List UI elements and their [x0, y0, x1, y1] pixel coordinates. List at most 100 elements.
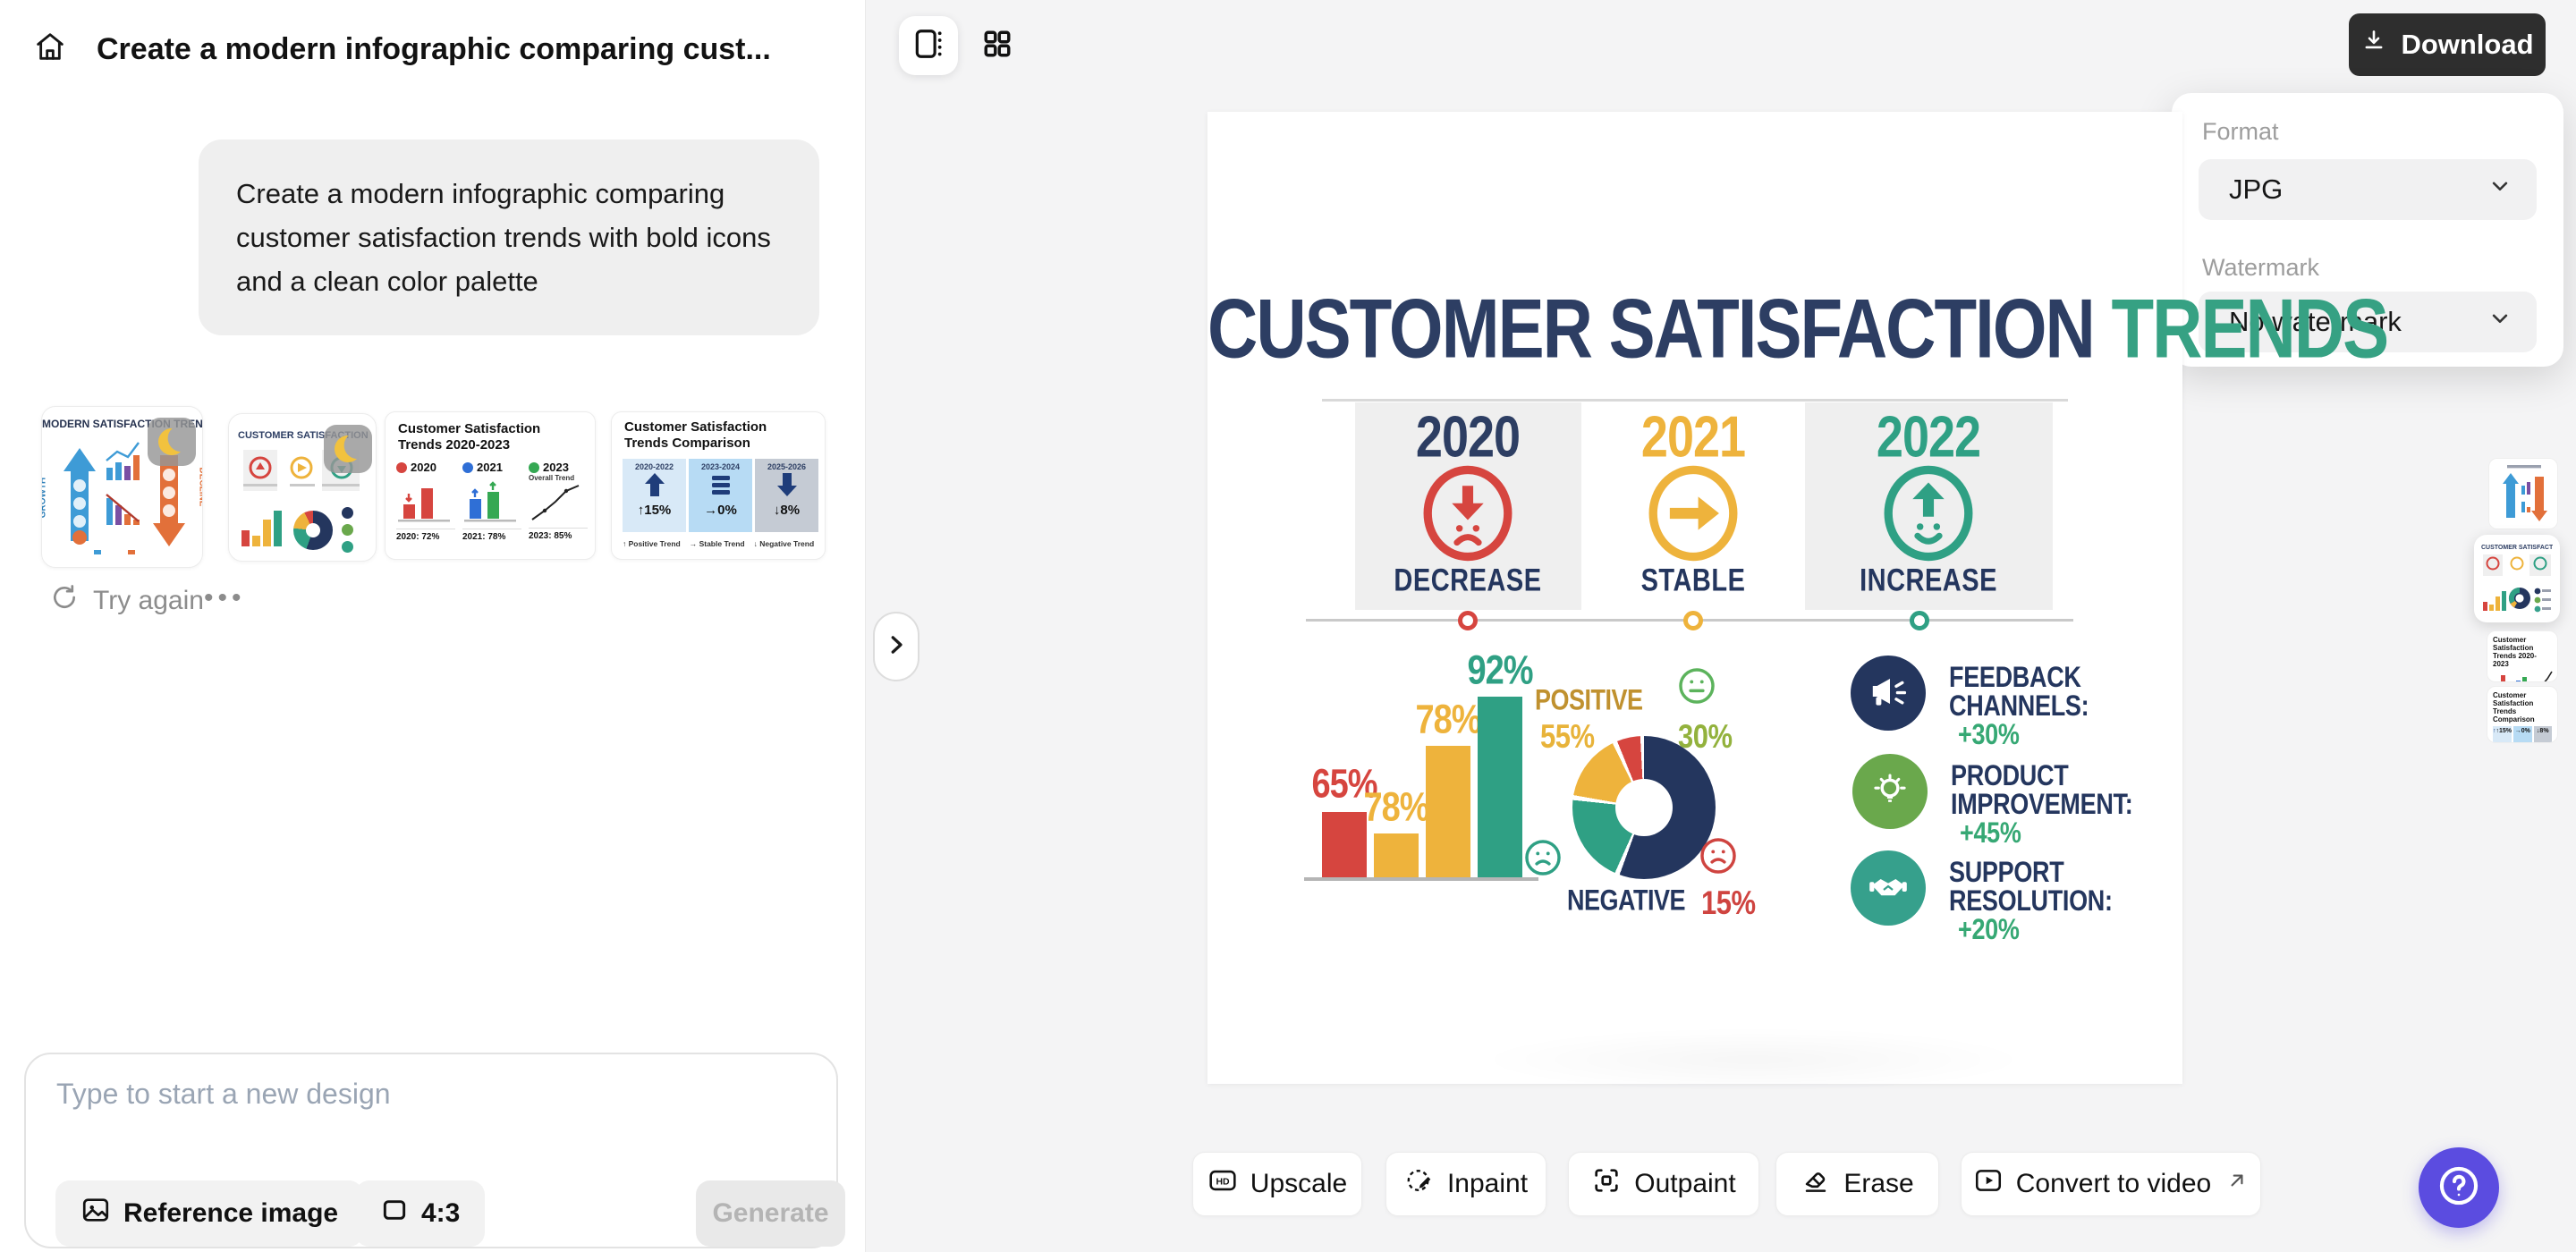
bar-baseline — [1304, 877, 1538, 881]
banana-icon — [154, 424, 190, 460]
home-icon — [32, 29, 68, 69]
thumb4-columns: 2020-2022 ↑15% 2023-2024 →0% 2025-2026 ↓… — [623, 459, 818, 532]
timeline-marker-2021 — [1683, 611, 1703, 630]
bar-2020 — [1322, 812, 1367, 877]
watermark-select[interactable]: No watermark — [2199, 292, 2537, 352]
status-stable: STABLE — [1640, 563, 1746, 599]
help-button[interactable] — [2419, 1147, 2499, 1228]
try-again-label: Try again — [93, 586, 204, 615]
thumb1-graphic — [64, 442, 185, 554]
thumb4-title: Customer Satisfaction Trends Comparison — [624, 419, 767, 451]
strip2-graphic — [2483, 554, 2551, 613]
bar-2021b — [1426, 746, 1470, 877]
convert-to-video-button[interactable]: Convert to video — [1961, 1152, 2261, 1216]
watermark-label: Watermark — [2202, 254, 2320, 281]
timeline-marker-2022 — [1910, 611, 1929, 630]
image-icon — [80, 1195, 111, 1232]
generation-thumbnail-3[interactable]: Customer Satisfaction Trends 2020-2023 2… — [385, 411, 596, 560]
year-2022: 2022 — [1876, 405, 1981, 470]
thumb1-decline-label: DECLINE — [197, 467, 203, 507]
thumb2-donut-hole — [306, 523, 320, 537]
strip2-title: CUSTOMER SATISFACTION TRENDS — [2481, 545, 2553, 551]
sad-face-red-icon — [1700, 838, 1736, 874]
grid-icon — [981, 28, 1013, 64]
single-view-icon — [911, 27, 945, 65]
handshake-icon — [1851, 850, 1926, 926]
generation-thumbnail-4[interactable]: Customer Satisfaction Trends Comparison … — [611, 411, 826, 560]
more-options-button[interactable]: ••• — [204, 583, 246, 613]
bar-label-4: 92% — [1467, 647, 1533, 694]
format-value: JPG — [2229, 173, 2284, 205]
download-label: Download — [2401, 29, 2534, 60]
strip4-title: Customer Satisfaction Trends Comparison — [2493, 691, 2535, 723]
reference-image-button[interactable]: Reference image — [55, 1180, 364, 1247]
outpaint-label: Outpaint — [1634, 1169, 1736, 1198]
watermark-value: No watermark — [2229, 306, 2402, 337]
stat-support-resolution: SUPPORT RESOLUTION:+20% — [1851, 850, 2137, 945]
hd-icon: HD — [1208, 1165, 1238, 1203]
lightbulb-icon — [1852, 754, 1928, 829]
year-2020: 2020 — [1415, 405, 1521, 470]
outpaint-button[interactable]: Outpaint — [1568, 1152, 1759, 1216]
sidebar: Create a modern infographic comparing cu… — [0, 0, 866, 1252]
decrease-icon — [1423, 465, 1513, 562]
generate-button[interactable]: Generate — [696, 1180, 845, 1247]
bar-label-3: 78% — [1415, 697, 1481, 743]
strip3-title: Customer Satisfaction Trends 2020-2023 — [2493, 636, 2537, 668]
thumb1-growth-label: GROWTH — [41, 477, 48, 519]
reference-image-label: Reference image — [123, 1198, 339, 1228]
chevron-down-icon — [2487, 173, 2513, 207]
strip1-graphic — [2503, 465, 2547, 521]
strip-thumbnail-2-selected[interactable]: CUSTOMER SATISFACTION TRENDS — [2474, 535, 2560, 622]
bar-2022 — [1478, 697, 1522, 877]
sad-face-green-icon — [1525, 840, 1561, 876]
thumb3-title: Customer Satisfaction Trends 2020-2023 — [398, 421, 541, 453]
upscale-label: Upscale — [1250, 1169, 1348, 1198]
status-increase: INCREASE — [1860, 563, 1997, 599]
prompt-input[interactable] — [56, 1078, 808, 1147]
strip-thumbnail-4[interactable]: Customer Satisfaction Trends Comparison … — [2487, 686, 2558, 743]
bar-label-1: 65% — [1311, 761, 1377, 808]
year-2021: 2021 — [1640, 405, 1746, 470]
generation-thumbnail-2[interactable]: CUSTOMER SATISFACTION — [228, 413, 377, 562]
banana-icon — [330, 431, 366, 467]
infographic-divider — [1322, 399, 2068, 402]
expand-panel-button[interactable] — [873, 612, 919, 681]
strip-thumbnail-1[interactable] — [2488, 458, 2558, 529]
grid-view-button[interactable] — [968, 16, 1027, 75]
download-button[interactable]: Download — [2349, 13, 2546, 76]
chevron-down-icon — [2487, 305, 2513, 339]
nano-banana-badge — [324, 425, 372, 473]
download-icon — [2360, 28, 2387, 62]
donut-negative-value: 15% — [1701, 884, 1756, 922]
generation-thumbnail-1[interactable]: MODERN SATISFACTION TRENDS GROWTH DECLIN… — [41, 406, 203, 568]
donut-positive-value: 55% — [1540, 717, 1595, 756]
donut-positive-label: POSITIVE — [1535, 683, 1643, 716]
format-label: Format — [2202, 118, 2279, 145]
format-select[interactable]: JPG — [2199, 159, 2537, 220]
bar-2021a — [1374, 833, 1419, 877]
strip4-columns: ↑↑15% →0% ↓8% — [2493, 726, 2552, 742]
refresh-icon — [50, 583, 79, 619]
aspect-ratio-button[interactable]: 4:3 — [355, 1180, 486, 1247]
question-icon — [2436, 1163, 2482, 1214]
single-view-button[interactable] — [899, 16, 958, 75]
thumb2-stats — [342, 507, 353, 553]
try-again-button[interactable]: Try again — [50, 583, 204, 619]
strip-thumbnail-3[interactable]: Customer Satisfaction Trends 2020-2023 — [2487, 630, 2558, 682]
home-button[interactable] — [27, 25, 73, 72]
aspect-ratio-label: 4:3 — [421, 1198, 461, 1228]
arrow-up-right-icon — [2225, 1169, 2249, 1199]
erase-button[interactable]: Erase — [1775, 1152, 1939, 1216]
export-panel: Format JPG Watermark No watermark — [2172, 93, 2563, 367]
upscale-button[interactable]: HD Upscale — [1192, 1152, 1362, 1216]
inpaint-button[interactable]: Inpaint — [1385, 1152, 1546, 1216]
erase-icon — [1801, 1165, 1831, 1203]
prompt-bubble: Create a modern infographic comparing cu… — [199, 140, 819, 335]
inpaint-label: Inpaint — [1446, 1169, 1529, 1198]
aspect-ratio-icon — [380, 1196, 409, 1231]
stable-icon — [1648, 465, 1738, 562]
donut-negative-label: NEGATIVE — [1567, 884, 1686, 917]
outpaint-icon — [1591, 1165, 1622, 1203]
stat-product-improvement: PRODUCT IMPROVEMENT:+45% — [1852, 754, 2139, 849]
